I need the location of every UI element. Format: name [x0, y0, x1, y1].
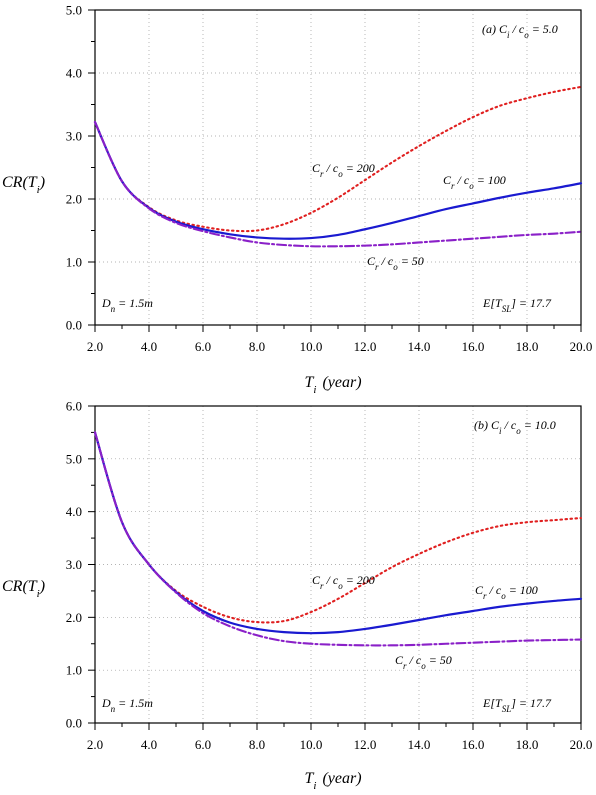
series-line-1 [93, 85, 583, 233]
x-axis-title: Ti (year) [304, 374, 361, 396]
x-tick-label: 4.0 [141, 339, 157, 354]
y-tick-label: 0.0 [66, 318, 82, 333]
x-tick-label: 14.0 [408, 339, 431, 354]
panel-parameter-label: (b) Ci / co = 10.0 [474, 418, 556, 436]
x-tick-label: 14.0 [408, 737, 431, 752]
series-label-1: Cr / co = 200 [312, 161, 375, 179]
x-tick-label: 2.0 [87, 737, 103, 752]
x-tick-label: 20.0 [570, 737, 593, 752]
y-tick-label: 3.0 [66, 129, 82, 144]
chart-panel-a: 2.0 4.0 6.0 8.0 10.0 12.0 14.0 16.0 18.0 20.0 0.0 1… [2, 3, 592, 397]
series-line-3 [93, 121, 583, 248]
y-tick-label: 1.0 [66, 255, 82, 270]
x-tick-label: 10.0 [300, 339, 323, 354]
chart-panel-b: 2.0 4.0 6.0 8.0 10.0 12.0 14.0 16.0 18.0 20.0 0.0 1… [2, 399, 592, 793]
x-tick-label: 20.0 [570, 339, 593, 354]
y-tick-label: 4.0 [66, 66, 82, 81]
panel-parameter-label: (a) Ci / co = 5.0 [482, 22, 558, 40]
series-label-3: Cr / co = 50 [395, 653, 452, 671]
y-axis-title: CR(Ti) [2, 578, 45, 600]
y-tick-label: 2.0 [66, 610, 82, 625]
y-tick-label: 6.0 [66, 399, 82, 414]
x-tick-label: 18.0 [516, 339, 539, 354]
expected-life-annotation: E[TSL] = 17.7 [482, 696, 552, 714]
series-label-1: Cr / co = 200 [312, 573, 375, 591]
y-tick-label: 3.0 [66, 557, 82, 572]
x-tick-label: 8.0 [249, 737, 265, 752]
y-tick-label: 5.0 [66, 451, 82, 466]
y-tick-label: 2.0 [66, 192, 82, 207]
x-tick-label: 16.0 [462, 737, 485, 752]
series-line-3 [93, 431, 583, 647]
y-axis-title: CR(Ti) [2, 174, 45, 196]
series-line-2 [93, 121, 583, 240]
series-label-2: Cr / co = 100 [443, 173, 506, 191]
series-line-2 [93, 431, 583, 635]
expected-life-annotation: E[TSL] = 17.7 [482, 296, 552, 314]
x-tick-label: 18.0 [516, 737, 539, 752]
series-label-3: Cr / co = 50 [367, 254, 424, 272]
series-label-2: Cr / co = 100 [475, 583, 538, 601]
diameter-annotation: Dn = 1.5m [101, 296, 153, 314]
y-tick-label: 5.0 [66, 3, 82, 18]
y-tick-label: 4.0 [66, 504, 82, 519]
x-tick-label: 8.0 [249, 339, 265, 354]
x-tick-label: 6.0 [195, 339, 211, 354]
x-tick-label: 10.0 [300, 737, 323, 752]
x-axis-title: Ti (year) [304, 770, 361, 792]
grid-lines [95, 406, 581, 723]
x-tick-label: 2.0 [87, 339, 103, 354]
x-tick-label: 12.0 [354, 737, 377, 752]
x-tick-label: 12.0 [354, 339, 377, 354]
x-tick-label: 4.0 [141, 737, 157, 752]
x-tick-label: 16.0 [462, 339, 485, 354]
diameter-annotation: Dn = 1.5m [101, 696, 153, 714]
axis-ticks [88, 405, 582, 730]
y-tick-label: 1.0 [66, 663, 82, 678]
axis-ticks [88, 9, 582, 332]
grid-lines [95, 10, 581, 325]
y-tick-label: 0.0 [66, 716, 82, 731]
x-tick-label: 6.0 [195, 737, 211, 752]
